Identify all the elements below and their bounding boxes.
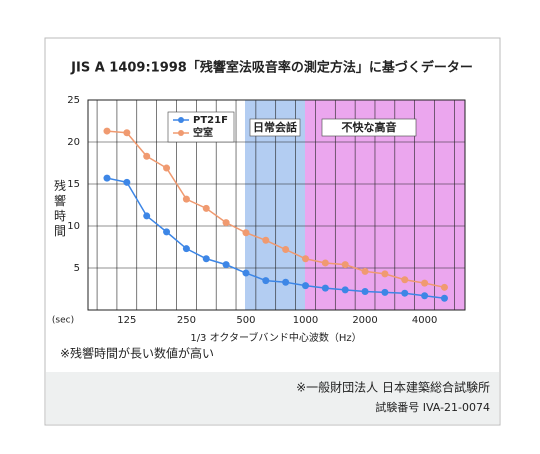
point <box>163 164 171 172</box>
y-tick-label: 25 <box>67 95 80 106</box>
point <box>202 204 210 212</box>
point <box>242 229 250 237</box>
y-tick-label: 15 <box>67 179 80 190</box>
x-tick-label: 250 <box>177 315 196 326</box>
y-tick-label: 10 <box>67 221 80 232</box>
chart-title: JIS A 1409:1998「残響室法吸音率の測定方法」に基づくデーター <box>70 60 473 76</box>
point <box>143 212 151 220</box>
point <box>282 278 290 286</box>
y-label-char: 響 <box>54 193 66 208</box>
y-label-char: 時 <box>54 209 66 223</box>
point <box>123 129 131 137</box>
point <box>182 195 190 203</box>
point <box>421 292 429 300</box>
y-tick-label: 5 <box>74 263 80 274</box>
point <box>401 289 409 297</box>
point <box>302 255 309 263</box>
plot-frame <box>87 99 466 311</box>
y-tick-label: 20 <box>67 137 80 148</box>
point <box>361 288 369 296</box>
point <box>103 127 111 135</box>
legend-dot <box>178 130 184 136</box>
point <box>440 294 448 302</box>
x-tick-label: 1000 <box>293 315 318 326</box>
point <box>222 219 230 227</box>
y-unit: (sec) <box>52 316 74 326</box>
point <box>202 255 210 263</box>
annotation: 不快な高音 <box>342 120 397 134</box>
legend-label: PT21F <box>193 115 228 126</box>
point <box>321 284 329 292</box>
y-label-char: 間 <box>54 224 66 238</box>
note: ※残響時間が長い数値が高い <box>60 346 214 361</box>
point <box>361 267 369 275</box>
point <box>341 261 349 269</box>
x-tick-label: 4000 <box>412 315 437 326</box>
point <box>421 279 429 287</box>
point <box>222 261 230 269</box>
x-tick-label: 125 <box>117 315 136 326</box>
point <box>242 269 250 277</box>
annotation: 日常会話 <box>253 120 297 134</box>
point <box>262 236 270 244</box>
legend-label: 空室 <box>193 126 213 139</box>
x-tick-label: 2000 <box>352 315 377 326</box>
x-tick-label: 500 <box>236 315 255 326</box>
point <box>401 276 409 284</box>
point <box>321 259 329 267</box>
point <box>103 174 111 182</box>
y-label-char: 残 <box>54 179 66 193</box>
point <box>282 246 290 254</box>
legend-dot <box>178 117 184 123</box>
point <box>381 288 389 296</box>
y-label: 残響時間 <box>54 179 66 238</box>
point <box>143 152 151 160</box>
annotation-box <box>249 118 301 137</box>
point <box>163 228 171 236</box>
legend-box <box>167 111 235 143</box>
footer-line: ※一般財団法人 日本建築総合試験所 <box>296 380 490 395</box>
annotation-box <box>321 118 417 137</box>
point <box>440 283 448 291</box>
point <box>302 282 309 290</box>
point <box>123 178 131 186</box>
point <box>182 245 190 253</box>
footer-bg <box>46 372 499 424</box>
point <box>262 277 270 285</box>
x-label: 1/3 オクターブバンド中心波数（Hz） <box>190 331 361 344</box>
point <box>381 270 389 278</box>
footer-line: 試験番号 IVA-21-0074 <box>375 400 490 414</box>
point <box>341 286 349 294</box>
